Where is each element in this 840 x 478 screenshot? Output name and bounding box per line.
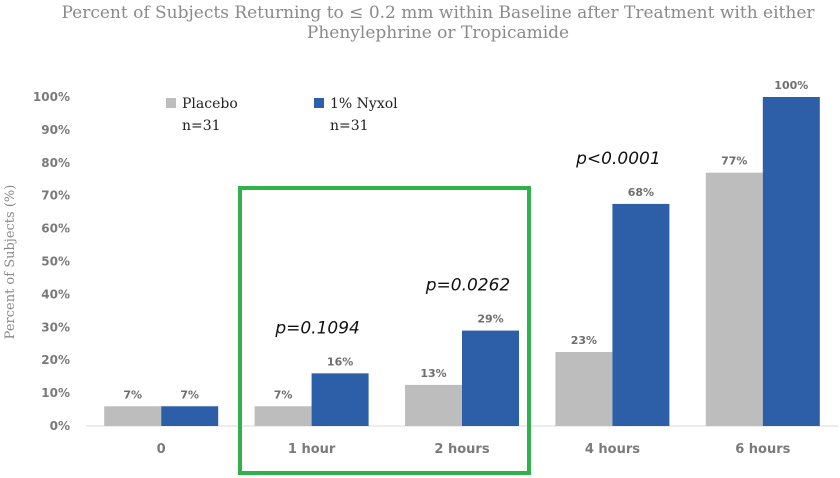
data-label: 13% (420, 367, 446, 380)
legend-swatch-placebo (166, 98, 176, 108)
bar-nyxol (311, 373, 369, 426)
x-axis-ticks: 0 1 hour 2 hours 4 hours 6 hours (157, 442, 791, 457)
data-label: 77% (721, 155, 747, 168)
y-tick-label: 70% (41, 189, 70, 203)
y-tick-label: 80% (41, 156, 70, 170)
y-tick-label: 40% (41, 287, 70, 301)
chart-title-line-1: Percent of Subjects Returning to ≤ 0.2 m… (61, 3, 815, 23)
data-label: 100% (774, 79, 808, 92)
bar-nyxol (161, 406, 219, 426)
legend: Placebo n=31 1% Nyxol n=31 (166, 96, 398, 134)
legend-swatch-nyxol (314, 98, 324, 108)
x-tick-label: 2 hours (434, 442, 489, 457)
legend-n-nyxol: n=31 (330, 118, 369, 134)
legend-label-nyxol: 1% Nyxol (330, 96, 398, 112)
p-value-annotation: p<0.0001 (575, 149, 661, 169)
x-tick-label: 6 hours (735, 442, 790, 457)
data-label: 7% (180, 388, 199, 401)
p-value-annotation: p=0.1094 (274, 318, 360, 338)
bar-placebo (405, 384, 462, 426)
legend-n-placebo: n=31 (182, 118, 221, 134)
p-value-annotations: p=0.1094 p=0.0262 p<0.0001 (274, 149, 660, 338)
y-tick-label: 100% (33, 90, 70, 104)
bar-placebo (254, 406, 312, 426)
bar-placebo (705, 172, 763, 426)
p-value-annotation: p=0.0262 (425, 276, 511, 296)
bar-placebo (104, 406, 162, 426)
data-label: 16% (327, 355, 353, 368)
y-tick-label: 10% (41, 386, 70, 400)
highlight-box (238, 186, 531, 475)
x-tick-label: 1 hour (288, 442, 336, 457)
bar-nyxol (462, 330, 519, 426)
bars: 7% 7% 13% 23% 77% 7% 16% 29% 68% 100% (104, 79, 820, 426)
bar-nyxol (612, 203, 670, 426)
bar-nyxol (762, 97, 820, 426)
data-label: 7% (274, 388, 293, 401)
y-axis-label: Percent of Subjects (%) (3, 185, 18, 340)
y-tick-label: 20% (41, 353, 70, 367)
y-tick-label: 50% (41, 255, 70, 269)
x-tick-label: 4 hours (585, 442, 640, 457)
y-tick-label: 0% (50, 419, 70, 433)
data-label: 23% (571, 334, 597, 347)
data-label: 68% (628, 186, 654, 199)
bar-placebo (555, 351, 613, 426)
x-tick-label: 0 (157, 442, 166, 457)
y-tick-label: 90% (41, 123, 70, 137)
y-tick-label: 60% (41, 222, 70, 236)
data-label: 7% (123, 388, 142, 401)
y-tick-label: 30% (41, 320, 70, 334)
chart-title-line-2: Phenylephrine or Tropicamide (307, 23, 569, 43)
legend-label-placebo: Placebo (182, 96, 238, 112)
data-label: 29% (477, 313, 503, 326)
y-axis-ticks: 0% 10% 20% 30% 40% 50% 60% 70% 80% 90% 100% (33, 90, 70, 433)
